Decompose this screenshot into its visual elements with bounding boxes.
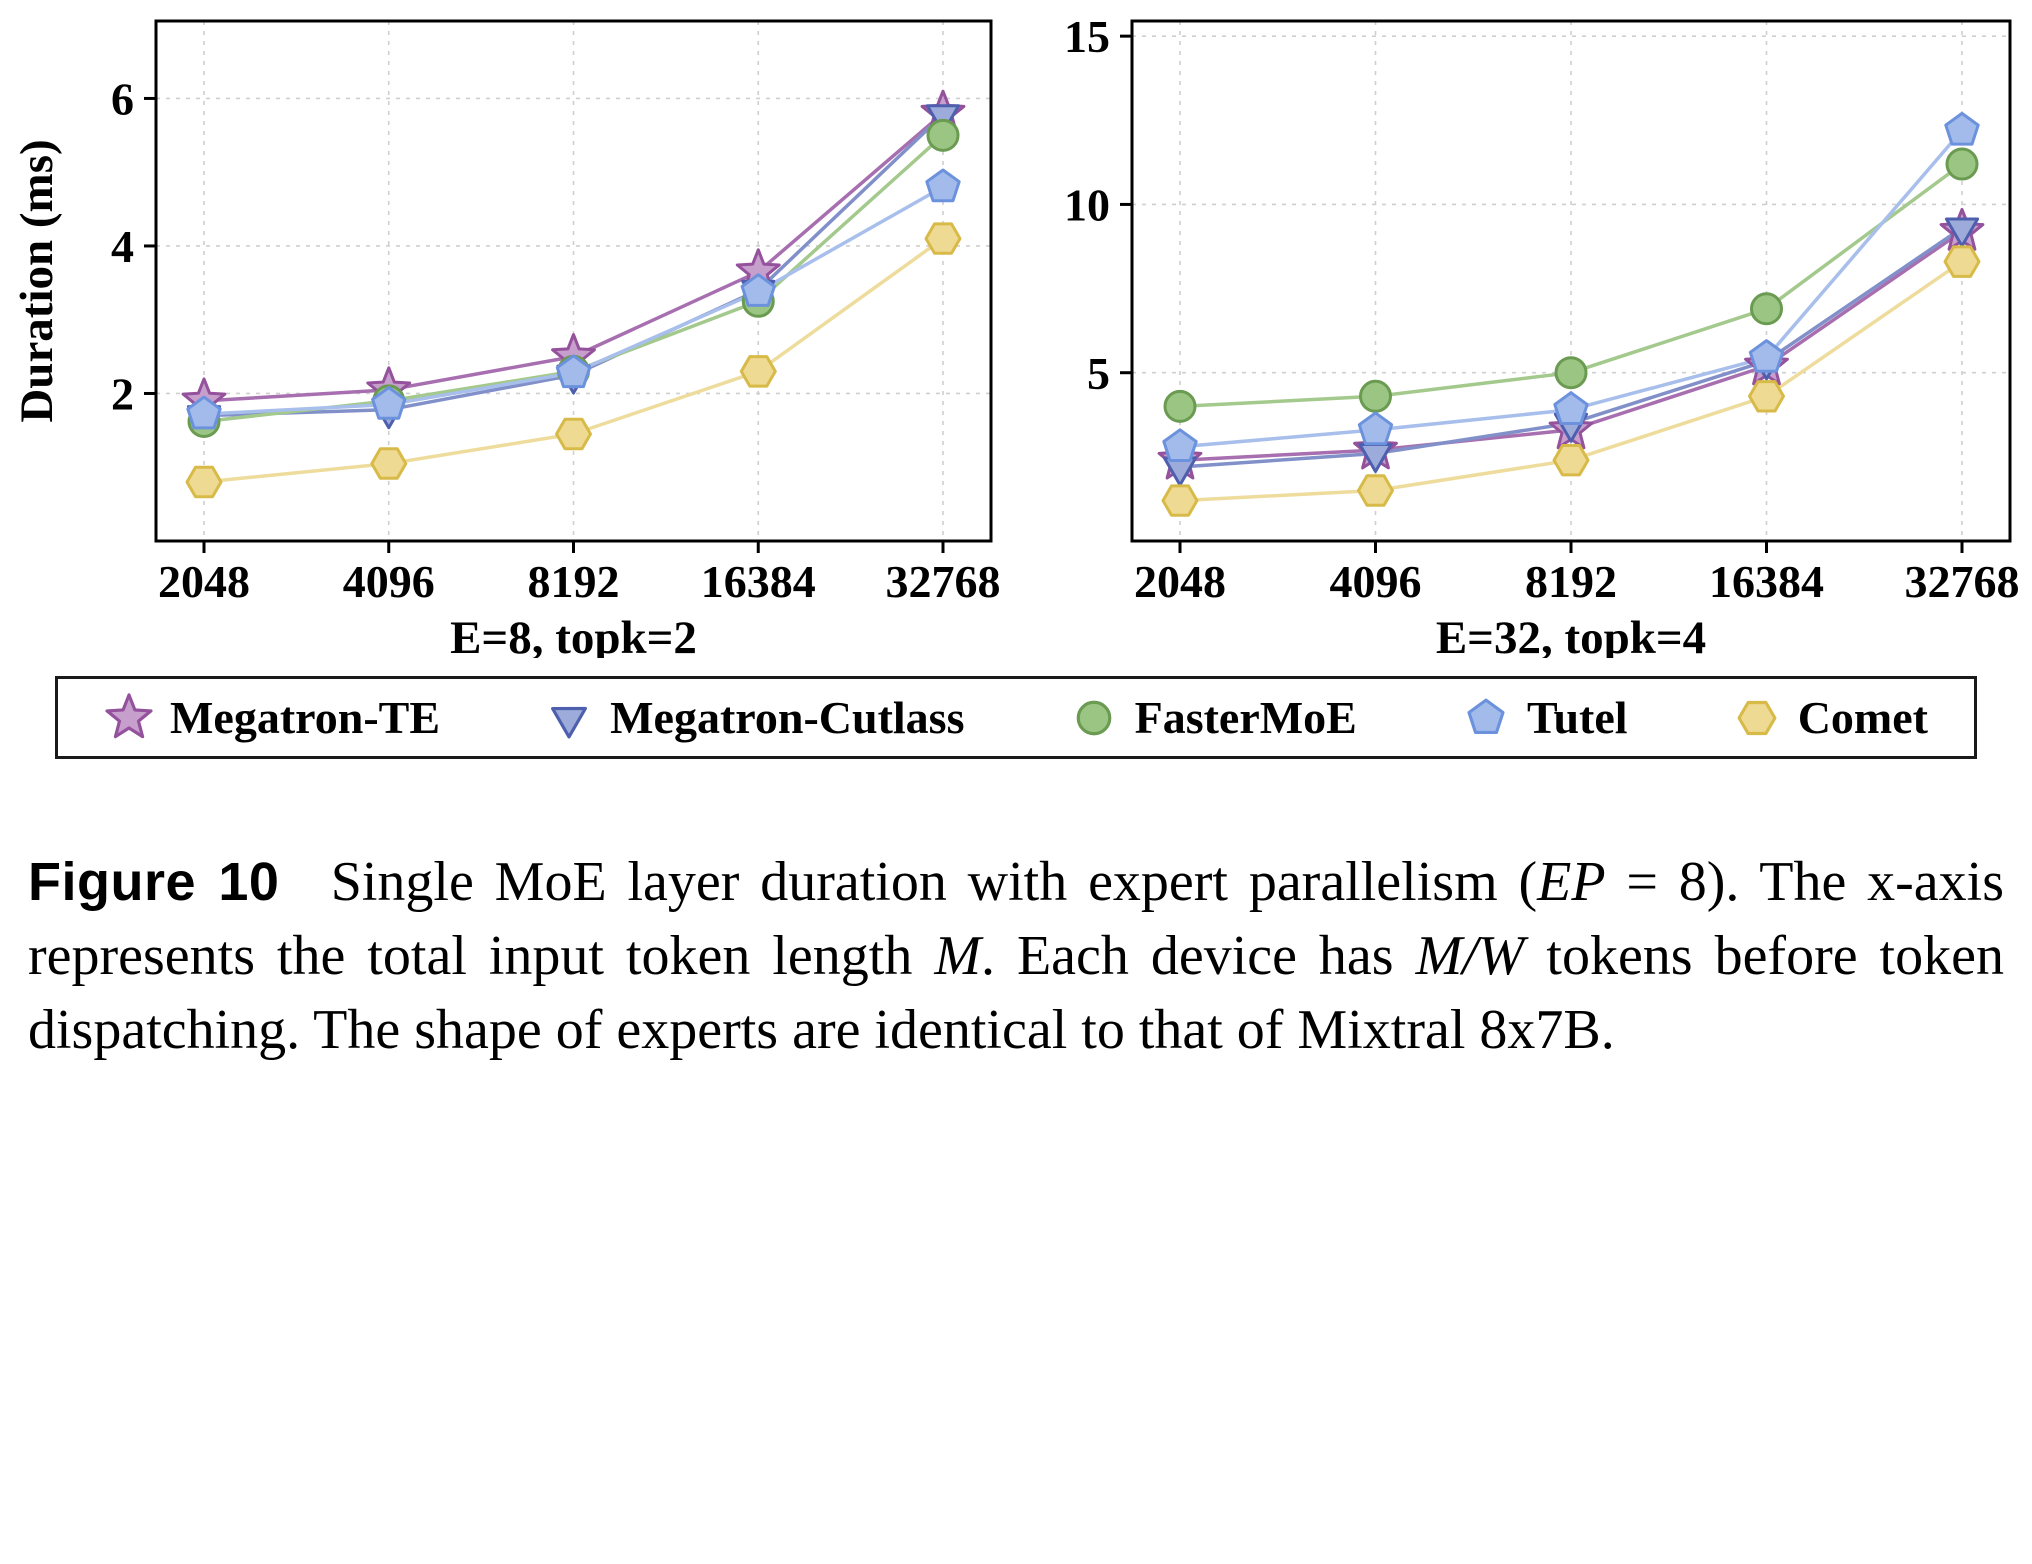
hexagon-marker-icon [924,222,962,255]
circle-marker-icon [926,118,960,152]
hexagon-marker-icon [1943,245,1981,278]
pentagon-marker-icon [1748,339,1785,373]
star-marker-icon [105,692,153,738]
pentagon-marker-icon [740,273,776,307]
x-tick-label: 4096 [1330,556,1422,607]
caption-text-segment: Single MoE layer duration with expert pa… [330,851,1538,913]
x-tick-label: 16384 [1709,556,1824,607]
x-tick-label: 2048 [1134,556,1226,607]
legend-item-label: Tutel [1527,692,1628,743]
x-tick-label: 16384 [701,556,816,607]
triangle-down-marker-icon [551,706,588,738]
x-axis-title: E=32, topk=4 [1436,612,1706,658]
charts-row: 2 4 6 2048 4096 8192 16384 32768 E=8, topk=2 Dura… [0,0,2032,658]
y-tick-label: 2 [111,369,134,420]
circle-marker-icon [1750,292,1783,326]
hexagon-marker-icon [1748,380,1785,413]
y-tick-label: 5 [1087,348,1110,399]
pentagon-marker-icon [1467,698,1505,734]
hexagon-marker-icon [739,355,777,388]
legend-item-megatron-cutlass: Megatron-Cutlass [544,691,964,744]
hexagon-marker-icon [1357,474,1394,507]
pentagon-marker-icon [1467,698,1505,734]
legend-item-megatron-te: Megatron-TE [104,691,440,744]
legend-item-label: Megatron-TE [170,692,441,743]
star-marker-icon [105,692,153,738]
x-tick-label: 4096 [343,556,435,607]
x-axis-title: E=8, topk=2 [450,612,697,658]
caption-text-segment: . Each device has [980,925,1416,987]
circle-marker-icon [1359,379,1392,413]
caption-text-segment: = 8). The x-axis represents the total in… [28,851,2004,987]
pentagon-marker-icon [1162,428,1198,462]
x-tick-label: 2048 [158,556,250,607]
caption-math-var: M [934,925,981,987]
hexagon-marker-icon [1161,484,1199,517]
y-tick-label: 10 [1064,180,1110,231]
chart-e8-topk2: 2 4 6 2048 4096 8192 16384 32768 E=8, topk=2 Dura… [11,19,1001,658]
legend-item-label: Comet [1797,692,1928,743]
x-tick-label: 32768 [886,556,1001,607]
hexagon-marker-icon [1552,444,1590,477]
circle-marker-icon [1554,356,1588,390]
circle-marker-icon [1076,700,1111,735]
caption-text-segment: tokens before token dispatching. The sha… [28,925,2004,1061]
chart-e32-topk4: 5 10 15 2048 4096 8192 16384 32768 E=32, topk=4 [1064,11,2020,658]
pentagon-marker-icon [925,168,961,203]
pentagon-marker-icon [1357,411,1394,446]
triangle-down-marker-icon [1944,217,1980,248]
hexagon-marker-icon [370,447,408,480]
x-tick-label: 8192 [1525,556,1617,607]
pentagon-marker-icon [186,395,222,430]
circle-marker-icon [1163,389,1197,423]
legend-item-fastermoe: FasterMoE [1069,691,1357,744]
y-tick-label: 15 [1064,11,1110,62]
legend-item-label: Megatron-Cutlass [610,692,965,743]
caption-math-var: EP [1537,851,1606,913]
legend-box: Megatron-TE Megatron-Cutlass FasterMoE Tute… [55,676,1977,759]
legend-item-comet: Comet [1732,691,1928,744]
circle-marker-icon [1945,147,1979,181]
y-axis-title: Duration (ms) [11,139,63,422]
pentagon-marker-icon [1553,391,1589,425]
figure-caption-label: Figure 10 [28,852,280,912]
hexagon-marker-icon [1737,700,1777,735]
y-tick-label: 6 [111,74,134,125]
pentagon-marker-icon [371,386,407,420]
hexagon-marker-icon [185,465,223,499]
hexagon-marker-icon [1737,700,1777,735]
pentagon-marker-icon [1944,111,1980,146]
legend-item-tutel: Tutel [1461,691,1628,744]
pentagon-marker-icon [555,354,592,389]
x-tick-label: 8192 [528,556,620,607]
circle-marker-icon [1076,700,1111,735]
triangle-down-marker-icon [551,706,588,738]
legend-item-label: FasterMoE [1134,692,1357,743]
caption-math-var: M/W [1415,925,1525,987]
x-tick-label: 32768 [1905,556,2020,607]
hexagon-marker-icon [555,417,592,451]
figure-caption-text: Single MoE layer duration with expert pa… [28,851,2004,1061]
y-tick-label: 4 [111,221,134,272]
figure-caption: Figure 10 Single MoE layer duration with … [28,845,2004,1067]
